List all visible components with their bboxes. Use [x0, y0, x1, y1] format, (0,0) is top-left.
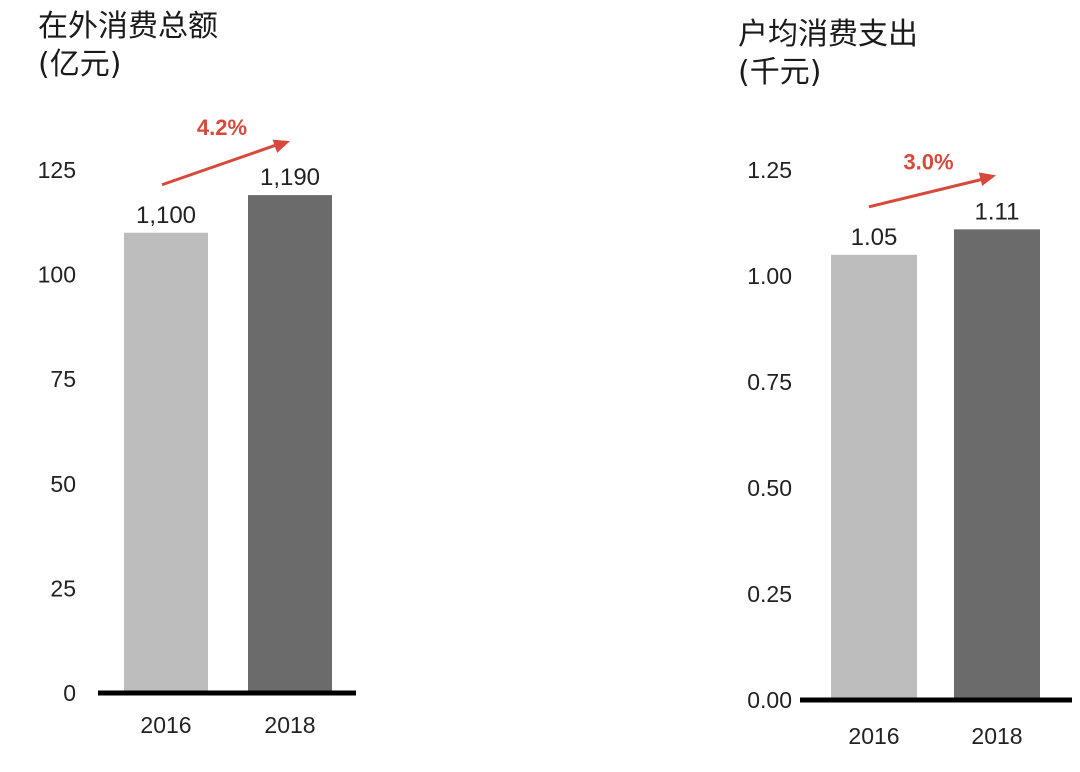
left-growth-label: 4.2%: [197, 115, 247, 140]
left-ytick-label: 125: [38, 157, 76, 183]
left-ytick-label: 75: [50, 366, 76, 392]
right-growth-arrow-line: [868, 177, 983, 209]
left-data-label: 1,100: [136, 202, 196, 229]
left-ytick-label: 0: [63, 680, 76, 706]
right-growth-arrow-head: [978, 172, 996, 186]
left-ytick-label: 25: [50, 575, 76, 601]
left-category-label: 2018: [264, 712, 315, 738]
left-category-label: 2016: [140, 712, 191, 738]
right-ytick-label: 0.75: [747, 369, 792, 395]
chart-title-right-main: 户均消费支出: [738, 17, 918, 52]
chart-title-left-main: 在外消费总额: [38, 9, 218, 44]
chart-title-right-unit: (千元): [738, 55, 822, 90]
left-data-label: 1,190: [260, 164, 320, 191]
right-bar-2016: [831, 254, 917, 701]
left-ytick-label: 50: [50, 471, 76, 497]
right-data-label: 1.05: [851, 224, 898, 251]
chart-title-left: 在外消费总额 (亿元): [38, 8, 218, 84]
right-category-label: 2016: [848, 723, 899, 749]
right-ytick-label: 0.25: [747, 581, 792, 607]
right-data-label: 1.11: [975, 198, 1020, 225]
left-bar-2018: [248, 195, 332, 693]
left-ytick-label: 100: [38, 262, 76, 288]
right-ytick-label: 1.00: [747, 263, 792, 289]
left-growth-arrow-head: [272, 139, 290, 153]
chart-title-right: 户均消费支出 (千元): [738, 16, 918, 92]
right-ytick-label: 0.50: [747, 475, 792, 501]
left-growth-arrow-line: [161, 143, 277, 187]
right-bar-2018: [954, 229, 1040, 701]
right-category-label: 2018: [971, 723, 1022, 749]
chart-title-left-unit: (亿元): [38, 47, 122, 82]
right-ytick-label: 0.00: [747, 687, 792, 713]
right-ytick-label: 1.25: [747, 157, 792, 183]
right-growth-label: 3.0%: [903, 149, 953, 174]
left-bar-2016: [124, 232, 208, 693]
